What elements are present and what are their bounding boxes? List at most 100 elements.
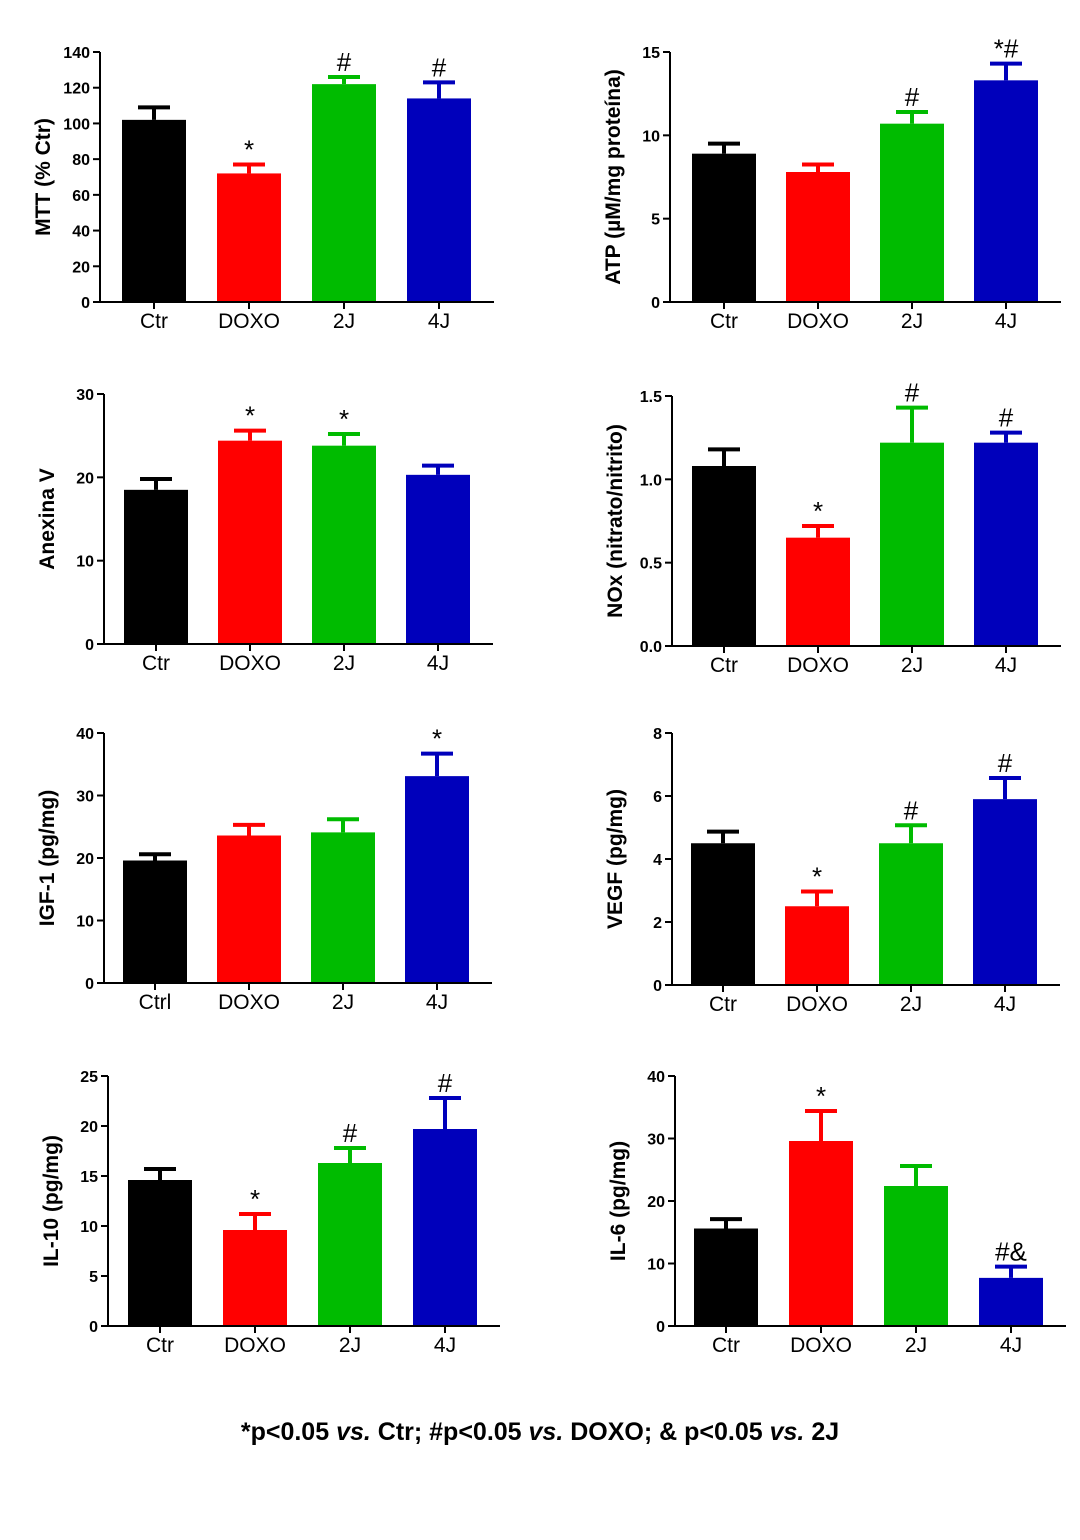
- y-tick-label-nox-1: 0.5: [640, 556, 662, 573]
- bar-atp-1: [786, 172, 850, 302]
- y-tick-label-il6-1: 10: [647, 1257, 665, 1274]
- y-axis-title-il6: IL-6 (pg/mg): [607, 1141, 630, 1261]
- y-tick-label-il10-1: 5: [89, 1269, 98, 1286]
- y-axis-title-vegf: VEGF (pg/mg): [604, 789, 627, 929]
- bar-il6-2: [884, 1186, 948, 1326]
- annotation-nox-2: #: [905, 378, 920, 408]
- bar-atp-0: [692, 153, 756, 302]
- x-tick-label-nox-0: Ctr: [710, 654, 738, 677]
- chart-panel-vegf: * # #0 2 4 6 8 Ctr DOXO 2J 4J VEGF (pg/mg): [604, 726, 1060, 1016]
- x-tick-label-vegf-3: 4J: [994, 993, 1016, 1016]
- y-tick-label-igf1-0: 0: [85, 976, 94, 993]
- x-tick-label-il6-1: DOXO: [790, 1334, 852, 1357]
- chart-panel-atp: # *# 0 5 10 15 Ctr DOXO 2J 4J ATP (µM/mg proteína): [602, 34, 1061, 333]
- chart-panel-il6: * #& 0 10 20 30 40 Ctr DOXO 2J 4J IL-6 (pg/mg): [607, 1069, 1066, 1357]
- y-tick-label-il10-4: 20: [80, 1119, 98, 1136]
- x-tick-label-anexina-0: Ctr: [142, 652, 170, 675]
- footnote-part-4: 2J: [804, 1418, 840, 1446]
- y-tick-label-anexina-0: 0: [85, 637, 94, 654]
- x-tick-label-il10-0: Ctr: [146, 1334, 174, 1357]
- y-tick-label-il10-3: 15: [80, 1169, 98, 1186]
- y-tick-label-mtt-1: 20: [72, 259, 90, 276]
- bar-il10-1: [223, 1230, 287, 1326]
- bar-vegf-0: [691, 843, 755, 985]
- annotation-vegf-2: #: [904, 795, 919, 825]
- bar-nox-2: [880, 442, 944, 646]
- bar-anexina-3: [406, 474, 470, 644]
- x-tick-label-atp-2: 2J: [901, 310, 923, 333]
- chart-panel-igf1: * 0 10 20 30 40 Ctrl DOXO 2J 4J IGF-1 (pg/mg): [36, 724, 492, 1014]
- x-tick-label-igf1-2: 2J: [332, 991, 354, 1014]
- x-tick-label-mtt-2: 2J: [333, 310, 355, 333]
- y-tick-label-igf1-1: 10: [76, 914, 94, 931]
- bar-vegf-1: [785, 906, 849, 985]
- y-axis-title-anexina: Anexina V: [36, 468, 59, 570]
- y-tick-label-anexina-1: 10: [76, 554, 94, 571]
- y-tick-label-vegf-4: 8: [653, 726, 662, 743]
- bar-il10-2: [318, 1163, 382, 1326]
- y-tick-label-mtt-4: 80: [72, 152, 90, 169]
- y-axis-title-il10: IL-10 (pg/mg): [40, 1135, 63, 1267]
- y-tick-label-mtt-0: 0: [81, 295, 90, 312]
- x-tick-label-vegf-2: 2J: [900, 993, 922, 1016]
- x-tick-label-atp-1: DOXO: [787, 310, 849, 333]
- y-tick-label-il10-5: 25: [80, 1069, 98, 1086]
- footnote-vs-1: vs.: [336, 1418, 371, 1446]
- x-tick-label-mtt-0: Ctr: [140, 310, 168, 333]
- x-tick-label-vegf-0: Ctr: [709, 993, 737, 1016]
- y-tick-label-mtt-7: 140: [63, 45, 90, 62]
- y-tick-label-vegf-2: 4: [653, 852, 662, 869]
- x-tick-label-atp-3: 4J: [995, 310, 1017, 333]
- bar-nox-1: [786, 537, 850, 646]
- y-tick-label-il10-0: 0: [89, 1319, 98, 1336]
- x-tick-label-il6-0: Ctr: [712, 1334, 740, 1357]
- footnote-vs-3: vs.: [769, 1418, 805, 1446]
- annotation-nox-3: #: [999, 403, 1014, 433]
- x-tick-label-igf1-3: 4J: [426, 991, 448, 1014]
- y-tick-label-nox-0: 0.0: [640, 639, 662, 656]
- x-tick-label-il10-1: DOXO: [224, 1334, 286, 1357]
- bar-anexina-1: [218, 440, 282, 644]
- bar-il6-3: [979, 1277, 1043, 1326]
- bar-mtt-0: [122, 119, 186, 302]
- bar-mtt-2: [312, 84, 376, 303]
- y-tick-label-vegf-3: 6: [653, 789, 662, 806]
- x-tick-label-atp-0: Ctr: [710, 310, 738, 333]
- annotation-anexina-2: *: [339, 404, 349, 434]
- annotation-il6-3: #&: [995, 1237, 1027, 1267]
- y-tick-label-atp-3: 15: [642, 45, 660, 62]
- y-tick-label-igf1-4: 40: [76, 726, 94, 743]
- x-tick-label-nox-3: 4J: [995, 654, 1017, 677]
- bar-il6-0: [694, 1228, 758, 1326]
- significance-footnote: *p<0.05 vs. Ctr; #p<0.05 vs. DOXO; & p<0…: [0, 1418, 1080, 1447]
- y-tick-label-igf1-3: 30: [76, 789, 94, 806]
- bar-il6-1: [789, 1141, 853, 1326]
- bar-anexina-2: [312, 445, 376, 644]
- x-tick-label-il10-3: 4J: [434, 1334, 456, 1357]
- y-tick-label-il6-2: 20: [647, 1194, 665, 1211]
- y-tick-label-mtt-5: 100: [63, 116, 90, 133]
- y-tick-label-nox-2: 1.0: [640, 472, 662, 489]
- x-tick-label-nox-1: DOXO: [787, 654, 849, 677]
- y-axis-title-mtt: MTT (% Ctr): [32, 118, 55, 236]
- x-tick-label-igf1-0: Ctrl: [139, 991, 172, 1014]
- bar-igf1-0: [123, 860, 187, 983]
- x-tick-label-mtt-3: 4J: [428, 310, 450, 333]
- annotation-mtt-3: #: [432, 52, 447, 82]
- y-tick-label-mtt-2: 40: [72, 224, 90, 241]
- bar-igf1-3: [405, 776, 469, 983]
- x-tick-label-igf1-1: DOXO: [218, 991, 280, 1014]
- annotation-igf1-3: *: [432, 724, 442, 754]
- footnote-part-2: Ctr; #p<0.05: [370, 1418, 529, 1446]
- bar-mtt-1: [217, 173, 281, 302]
- bar-igf1-2: [311, 832, 375, 983]
- bar-il10-3: [413, 1129, 477, 1326]
- y-tick-label-il6-4: 40: [647, 1069, 665, 1086]
- annotation-il10-2: #: [343, 1118, 358, 1148]
- annotation-il10-1: *: [250, 1184, 260, 1214]
- chart-panel-anexina: * * 0 10 20 30 Ctr DOXO 2J 4J Anexina V: [36, 387, 493, 675]
- footnote-part-1: *p<0.05: [240, 1418, 337, 1446]
- bar-vegf-3: [973, 799, 1037, 985]
- annotation-vegf-3: #: [998, 748, 1013, 778]
- bar-atp-2: [880, 123, 944, 303]
